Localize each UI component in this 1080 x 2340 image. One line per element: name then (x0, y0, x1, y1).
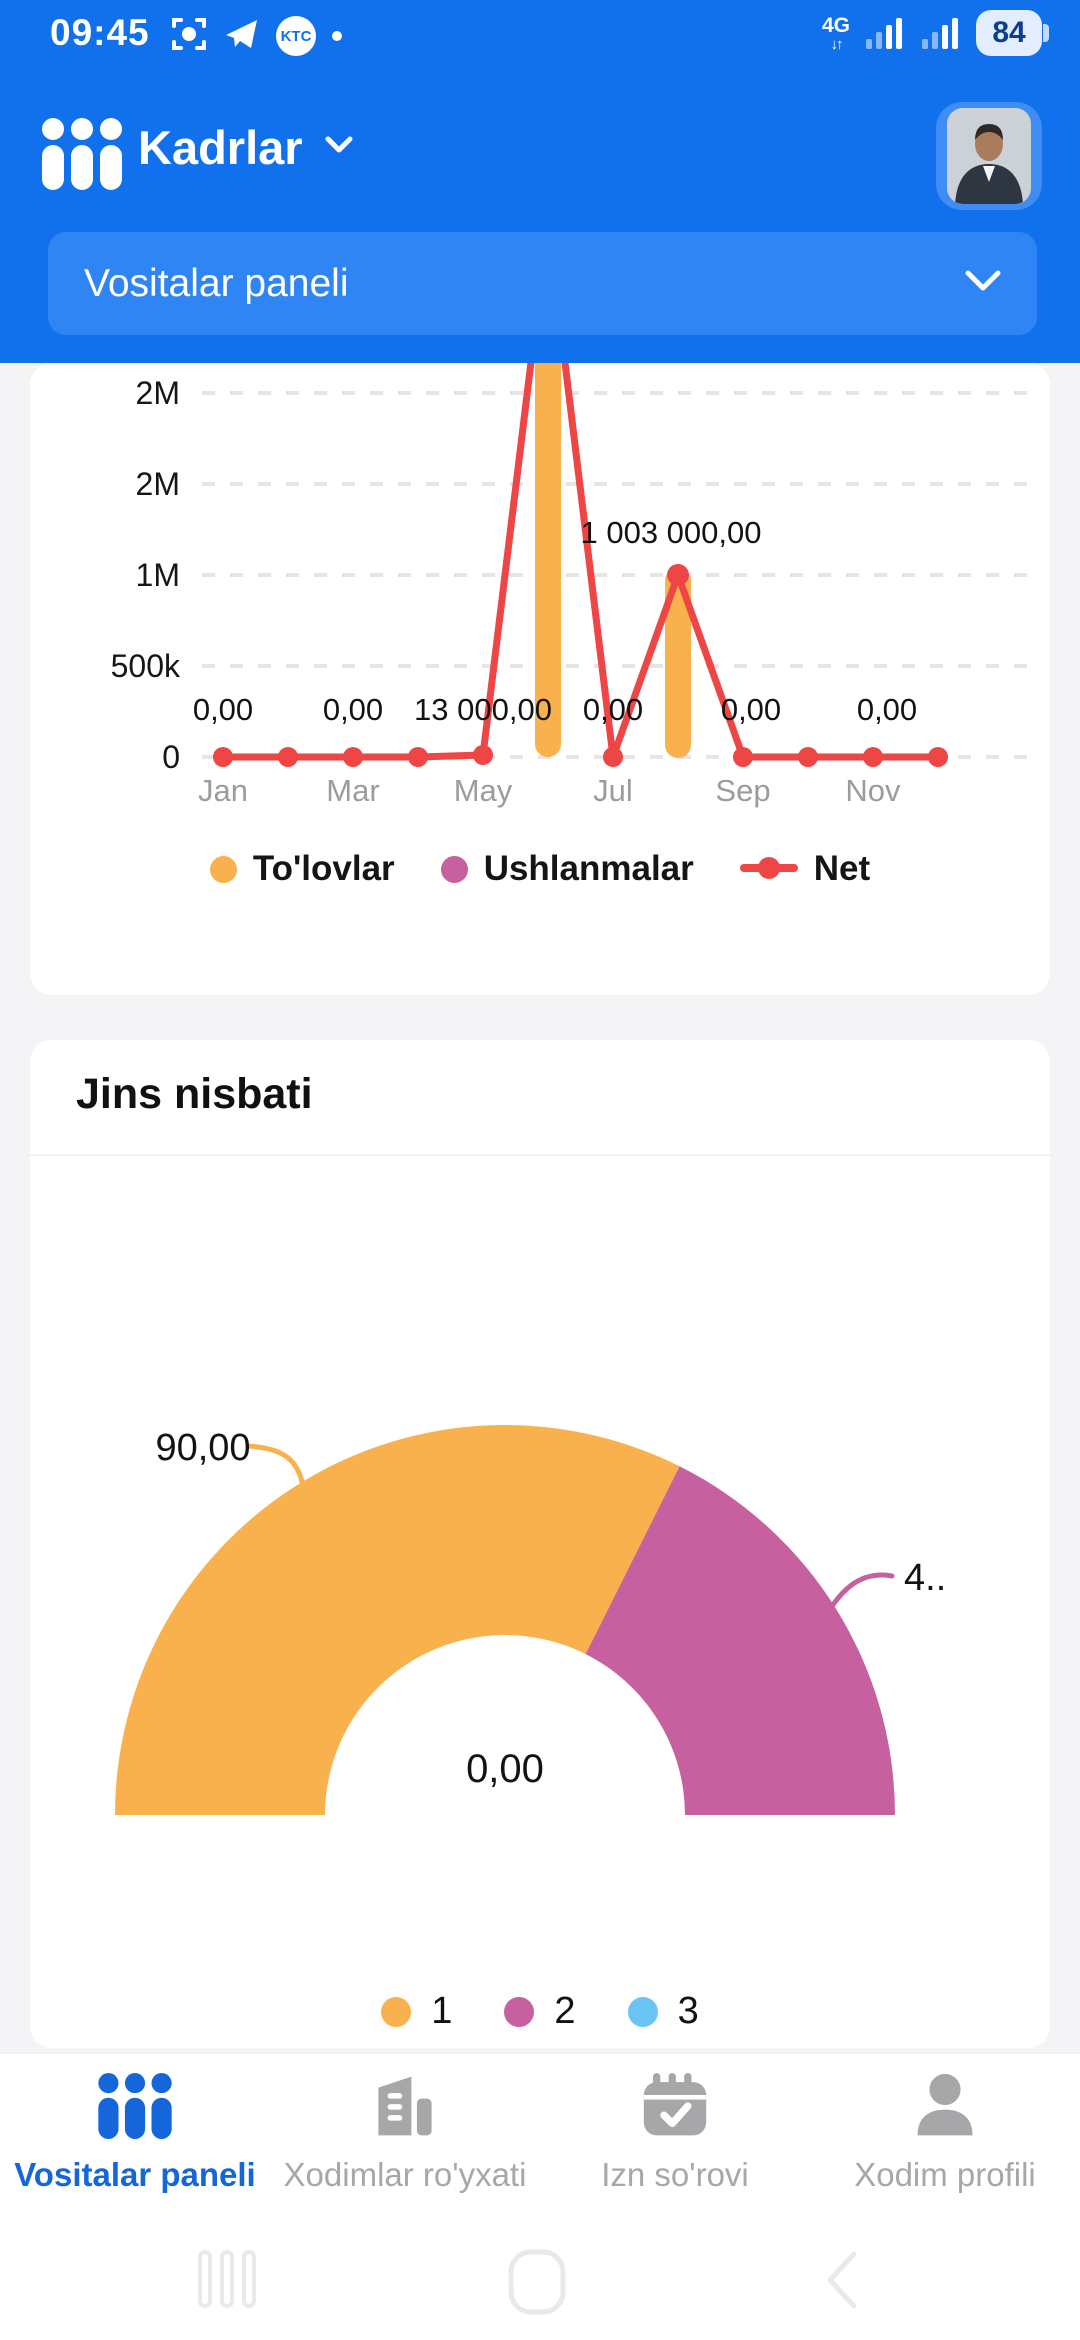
svg-text:Mar: Mar (326, 773, 379, 808)
svg-text:Jan: Jan (198, 773, 248, 808)
line-series-net-points (213, 564, 948, 767)
ushlanmalar-legend-dot-icon (440, 855, 468, 883)
recents-button-icon[interactable] (196, 2248, 258, 2317)
data-point-labels: 0,00 0,00 13 000,00 0,00 0,00 0,00 1 003… (193, 515, 917, 727)
svg-text:0,00: 0,00 (323, 692, 383, 727)
app-title-dropdown[interactable]: Kadrlar (138, 120, 353, 175)
svg-text:4..: 4.. (904, 1557, 946, 1599)
svg-text:1M: 1M (136, 557, 180, 593)
svg-text:90,00: 90,00 (155, 1427, 250, 1469)
calendar-check-icon (638, 2072, 712, 2144)
payments-chart-canvas[interactable]: 2M 2M 1M 500k 0 0, (30, 363, 1050, 833)
status-right-icons: 4G ↓↑ 84 (822, 8, 1050, 58)
signal-bars-icon (864, 11, 906, 56)
bar-series-tolovlar (535, 363, 691, 758)
net-legend-line-icon (739, 849, 798, 889)
gauge-legend: 1 2 3 (30, 1990, 1050, 2033)
person-icon (908, 2073, 982, 2144)
svg-text:0,00: 0,00 (193, 692, 253, 727)
tolovlar-legend-dot-icon (209, 855, 237, 883)
gender-ratio-card: Jins nisbati 90,00 4.. 0,00 1 (30, 1040, 1050, 2048)
svg-text:0,00: 0,00 (857, 692, 917, 727)
slice2-leader-line (830, 1572, 895, 1608)
back-button-icon[interactable] (818, 2248, 862, 2317)
gauge-legend-item-3[interactable]: 3 (627, 1990, 699, 2033)
system-navigation-bar (0, 2212, 1080, 2340)
svg-text:500k: 500k (111, 648, 181, 684)
page-selector-value: Vositalar paneli (84, 261, 349, 305)
svg-text:0,00: 0,00 (466, 1747, 544, 1791)
gauge-slice-2[interactable] (585, 1466, 895, 1815)
x-axis-labels: Jan Mar May Jul Sep Nov (198, 773, 901, 808)
app-logo-people-icon (42, 118, 122, 195)
y-axis-labels: 2M 2M 1M 500k 0 (111, 375, 181, 775)
chevron-down-icon (965, 269, 1001, 298)
legend-item-net[interactable]: Net (739, 849, 870, 889)
telegram-icon (224, 17, 260, 56)
legend-item-tolovlar[interactable]: To'lovlar (209, 849, 395, 889)
app-title: Kadrlar (138, 121, 303, 174)
status-left-icons: KTC (170, 14, 342, 58)
screenshot-icon (170, 15, 208, 58)
svg-text:2M: 2M (136, 466, 180, 502)
card-divider (30, 1154, 1050, 1156)
bottom-navigation: Vositalar paneli Xodimlar ro'yxati (0, 2052, 1080, 2212)
page-selector-dropdown[interactable]: Vositalar paneli (48, 232, 1037, 335)
nav-item-izn-sorovi[interactable]: Izn so'rovi (540, 2054, 810, 2212)
svg-text:Jul: Jul (593, 773, 633, 808)
nav-item-xodimlar-royxati[interactable]: Xodimlar ro'yxati (270, 2054, 540, 2212)
gauge-legend-item-1[interactable]: 1 (381, 1990, 452, 2033)
svg-text:2M: 2M (136, 375, 180, 411)
gauge-slice-1[interactable] (115, 1425, 680, 1815)
legend-item-ushlanmalar[interactable]: Ushlanmalar (440, 849, 694, 889)
svg-text:May: May (454, 773, 513, 808)
chart-legend: To'lovlar Ushlanmalar Net (30, 849, 1050, 889)
data-arrows-icon: ↓↑ (830, 35, 843, 53)
app-header-background: 09:45 KTC 4G (0, 0, 1080, 363)
svg-text:Nov: Nov (845, 773, 901, 808)
slice1-leader-line (245, 1443, 305, 1485)
card-title: Jins nisbati (76, 1070, 313, 1118)
nav-item-vositalar-paneli[interactable]: Vositalar paneli (0, 2054, 270, 2212)
chevron-down-icon (325, 136, 353, 159)
notification-dot-icon (332, 31, 342, 41)
slice3-legend-dot-icon (627, 1996, 658, 2027)
line-series-net (223, 363, 938, 761)
profile-avatar[interactable] (936, 102, 1042, 210)
battery-indicator: 84 (976, 10, 1049, 56)
nav-item-xodim-profili[interactable]: Xodim profili (810, 2054, 1080, 2212)
gauge-legend-item-2[interactable]: 2 (504, 1990, 576, 2033)
svg-text:Sep: Sep (715, 773, 770, 808)
slice1-legend-dot-icon (381, 1996, 412, 2027)
gender-gauge-chart[interactable]: 90,00 4.. 0,00 (30, 1160, 1050, 1970)
slice2-legend-dot-icon (504, 1996, 535, 2027)
svg-text:13 000,00: 13 000,00 (414, 692, 552, 727)
avatar-photo (947, 108, 1031, 204)
status-time: 09:45 (50, 12, 150, 53)
home-button-icon[interactable] (506, 2248, 568, 2321)
building-icon (368, 2073, 442, 2144)
svg-text:0: 0 (162, 739, 180, 775)
signal-bars-icon-2 (920, 11, 962, 56)
dashboard-people-icon (98, 2072, 172, 2144)
network-type-indicator: 4G ↓↑ (821, 13, 850, 53)
peak-value-label: 1 003 000,00 (580, 515, 761, 550)
sim-carrier-badge: KTC (276, 16, 316, 56)
svg-text:0,00: 0,00 (721, 692, 781, 727)
gauge-labels: 90,00 4.. 0,00 (155, 1427, 946, 1791)
payments-chart-card: 2M 2M 1M 500k 0 0, (30, 363, 1050, 995)
svg-text:0,00: 0,00 (583, 692, 643, 727)
